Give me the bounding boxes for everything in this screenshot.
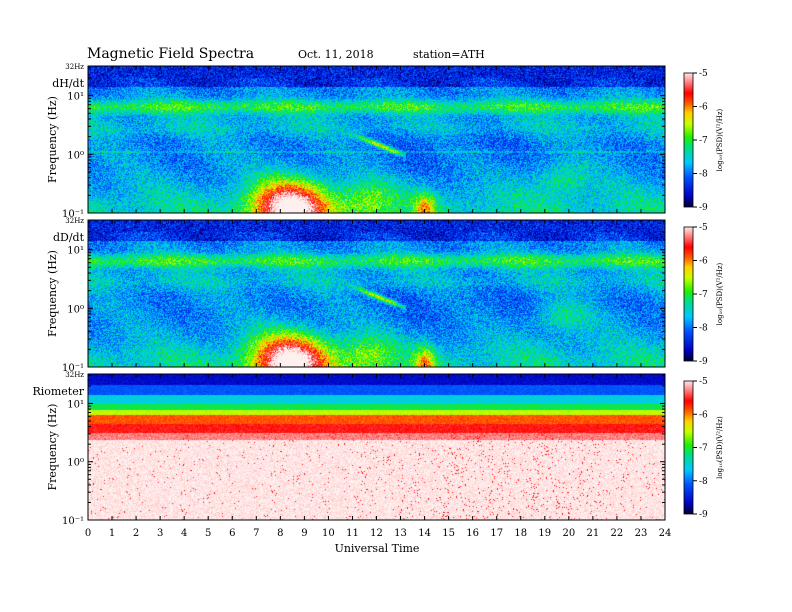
x-tick-label: 11 bbox=[346, 528, 359, 539]
panel-dd-dt: 10⁻¹ 10⁰ 10¹ 32Hz dD/dt Frequency (Hz) -5 -6 -7 -… bbox=[46, 217, 724, 374]
colorbar-label: log₁₀(PSD)(V²/Hz) bbox=[716, 108, 724, 171]
colorbar-tick-label: -8 bbox=[699, 170, 708, 180]
colorbar-tick-label: -7 bbox=[699, 136, 708, 146]
y-tick-label: 10¹ bbox=[67, 246, 84, 257]
y-tick-label: 10¹ bbox=[67, 92, 84, 103]
x-tick-label: 22 bbox=[611, 528, 624, 539]
colorbar-tick-label: -9 bbox=[699, 510, 708, 520]
y-tick-label: 10⁰ bbox=[67, 458, 84, 469]
x-tick-label: 18 bbox=[514, 528, 527, 539]
x-tick-label: 15 bbox=[442, 528, 455, 539]
x-tick-label: 2 bbox=[133, 528, 139, 539]
figure-date: Oct. 11, 2018 bbox=[298, 48, 374, 61]
panel-name: dD/dt bbox=[53, 231, 85, 244]
x-tick-label: 0 bbox=[85, 528, 91, 539]
y-tick-label: 10⁻¹ bbox=[62, 516, 84, 527]
y-tick-label: 10⁰ bbox=[67, 150, 84, 161]
x-tick-label: 1 bbox=[109, 528, 115, 539]
panel-dh-dt: 10⁻¹ 10⁰ 10¹ 32Hz dH/dt Frequency (Hz) -5 -6 -7 -… bbox=[46, 63, 724, 220]
x-tick-label: 13 bbox=[394, 528, 407, 539]
x-tick-label: 21 bbox=[587, 528, 600, 539]
colorbar-tick-label: -9 bbox=[699, 203, 708, 213]
spectrogram-image bbox=[88, 220, 665, 367]
colorbar-tick-label: -7 bbox=[699, 444, 708, 454]
panels: 10⁻¹ 10⁰ 10¹ 32Hz dH/dt Frequency (Hz) -5 -6 -7 -… bbox=[32, 63, 724, 527]
colorbar-tick-label: -5 bbox=[699, 69, 708, 79]
x-tick-label: 16 bbox=[466, 528, 479, 539]
x-axis-label: Universal Time bbox=[335, 542, 420, 555]
figure-title: Magnetic Field Spectra bbox=[87, 46, 254, 62]
x-tick-label: 14 bbox=[418, 528, 431, 539]
spectrogram-image bbox=[88, 374, 665, 520]
colorbar-tick-label: -8 bbox=[699, 324, 708, 334]
y-tick-label: 10⁻¹ bbox=[62, 363, 84, 374]
y-tick-label: 10⁰ bbox=[67, 304, 84, 315]
colorbar-tick-label: -5 bbox=[699, 223, 708, 233]
y-axis-label: Frequency (Hz) bbox=[46, 250, 59, 337]
y-tick-label: 10⁻¹ bbox=[62, 209, 84, 220]
panel-top-freq-label: 32Hz bbox=[65, 63, 84, 71]
colorbar-label: log₁₀(PSD)(V²/Hz) bbox=[716, 262, 724, 325]
colorbar-tick-label: -9 bbox=[699, 357, 708, 367]
y-axis-label: Frequency (Hz) bbox=[46, 96, 59, 183]
colorbar-tick-label: -6 bbox=[699, 410, 708, 420]
spectrogram-image bbox=[88, 66, 665, 213]
colorbar-tick-label: -8 bbox=[699, 477, 708, 487]
x-tick-label: 5 bbox=[205, 528, 211, 539]
x-tick-label: 4 bbox=[181, 528, 187, 539]
x-tick-label: 23 bbox=[635, 528, 648, 539]
colorbar bbox=[683, 380, 694, 515]
colorbar bbox=[683, 72, 694, 208]
panel-top-freq-label: 32Hz bbox=[65, 217, 84, 225]
x-axis: 0 1 2 3 4 5 6 7 8 9 10 11 12 13 14 15 16 17 18 19 20 21 22 23 24 bbox=[85, 528, 672, 539]
panel-name: dH/dt bbox=[52, 77, 84, 90]
x-tick-label: 6 bbox=[229, 528, 235, 539]
y-tick-label: 10¹ bbox=[67, 399, 84, 410]
colorbar bbox=[683, 226, 694, 362]
figure-station: station=ATH bbox=[413, 48, 485, 61]
panel-riometer: 10⁻¹ 10⁰ 10¹ 32Hz Riometer Frequency (Hz) -5 -6… bbox=[32, 371, 724, 527]
x-tick-label: 8 bbox=[277, 528, 283, 539]
colorbar-tick-label: -7 bbox=[699, 290, 708, 300]
colorbar-label: log₁₀(PSD)(V²/Hz) bbox=[716, 416, 724, 479]
x-tick-label: 3 bbox=[157, 528, 163, 539]
x-tick-label: 24 bbox=[659, 528, 672, 539]
x-tick-label: 17 bbox=[490, 528, 503, 539]
x-tick-label: 10 bbox=[322, 528, 335, 539]
x-tick-label: 7 bbox=[253, 528, 259, 539]
panel-top-freq-label: 32Hz bbox=[65, 371, 84, 379]
colorbar-tick-label: -6 bbox=[699, 257, 708, 267]
y-axis-label: Frequency (Hz) bbox=[46, 404, 59, 491]
panel-name: Riometer bbox=[32, 385, 84, 398]
colorbar-tick-label: -6 bbox=[699, 103, 708, 113]
colorbar-tick-label: -5 bbox=[699, 377, 708, 387]
x-tick-label: 20 bbox=[562, 528, 575, 539]
x-tick-label: 19 bbox=[538, 528, 551, 539]
x-tick-label: 12 bbox=[370, 528, 383, 539]
x-tick-label: 9 bbox=[301, 528, 307, 539]
